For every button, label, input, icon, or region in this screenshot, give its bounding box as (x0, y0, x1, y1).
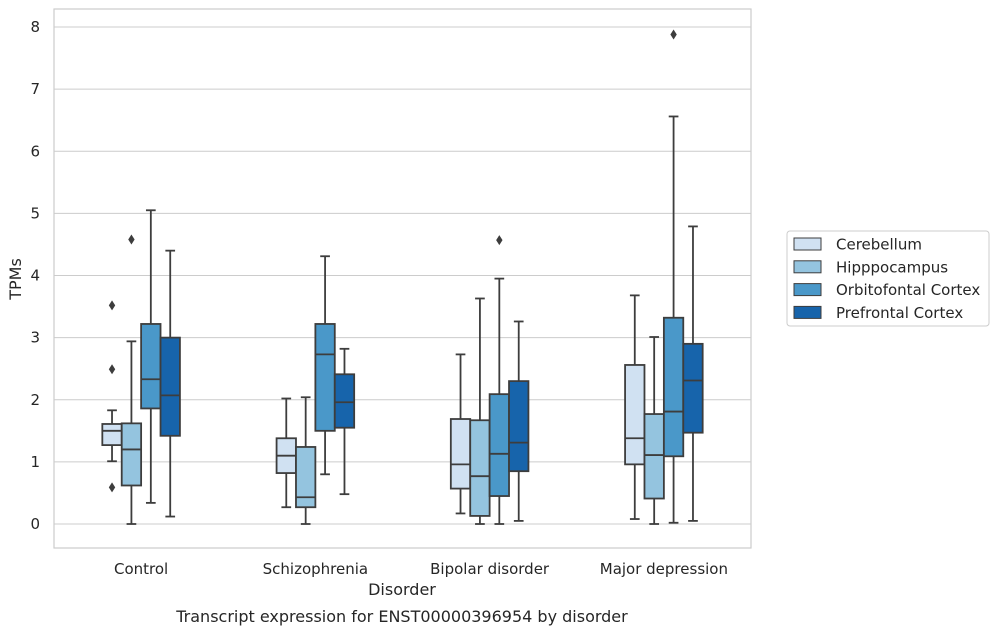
legend-label: Cerebellum (836, 236, 922, 254)
box-group (488, 235, 510, 525)
box-group (120, 234, 143, 525)
box (314, 323, 336, 432)
x-tick-label: Control (114, 560, 168, 578)
legend-swatch (793, 283, 822, 297)
box-group (682, 225, 704, 522)
box-group (449, 353, 472, 515)
y-tick-label: 2 (30, 391, 40, 409)
outlier-point (670, 29, 677, 40)
x-tick-labels: Control Schizophrenia Bipolar disorder Majo… (114, 560, 728, 578)
legend-frame (786, 230, 990, 327)
box-group (275, 397, 297, 509)
box (624, 364, 646, 466)
y-tick-label: 4 (30, 267, 40, 285)
box (682, 342, 704, 434)
box-group (314, 255, 336, 476)
legend-label: Orbitofontal Cortex (836, 281, 980, 299)
box (120, 422, 143, 487)
box (643, 413, 665, 500)
x-tick-label: Bipolar disorder (430, 560, 550, 578)
y-tick-label: 7 (30, 80, 40, 98)
box (449, 418, 472, 490)
box (140, 323, 162, 410)
outlier-point (108, 482, 116, 493)
box-group (159, 249, 181, 518)
box-group (624, 294, 646, 520)
box (295, 446, 317, 509)
outlier-point (108, 364, 116, 375)
box (159, 336, 181, 437)
box-group (140, 209, 162, 504)
box-group (662, 29, 685, 524)
legend: Cerebellum Hipppocampus Orbitofontal Corte… (786, 230, 990, 327)
y-tick-label: 3 (30, 329, 40, 347)
box-group (643, 336, 665, 525)
box (662, 316, 685, 458)
legend-label: Hipppocampus (836, 258, 948, 276)
box (508, 380, 530, 473)
plot-frame (53, 8, 752, 549)
y-axis-label: TPMs (6, 258, 25, 301)
y-tick-label: 5 (30, 204, 40, 222)
outlier-point (108, 300, 116, 311)
y-tick-label: 1 (30, 453, 40, 471)
box-group (333, 347, 356, 496)
x-tick-label: Major depression (600, 560, 728, 578)
y-tick-labels: 0 1 2 3 4 5 6 7 8 (30, 18, 40, 533)
legend-swatch (793, 305, 822, 319)
x-tick-label: Schizophrenia (263, 560, 368, 578)
y-tick-label: 8 (30, 18, 40, 36)
legend-label: Prefrontal Cortex (836, 304, 963, 322)
box (101, 423, 123, 447)
legend-items: Cerebellum Hipppocampus Orbitofontal Corte… (793, 236, 980, 322)
box (469, 419, 491, 517)
box-group (508, 320, 530, 522)
x-axis-label: Disorder (368, 580, 436, 599)
legend-swatch (793, 237, 822, 251)
chart-caption: Transcript expression for ENST0000039695… (175, 607, 628, 626)
box-group (469, 297, 491, 525)
outlier-point (128, 234, 135, 245)
box (333, 373, 356, 429)
y-tick-label: 6 (30, 142, 40, 160)
outlier-point (496, 235, 503, 246)
box (488, 393, 510, 497)
box-layer (101, 29, 704, 525)
box-group (295, 396, 317, 525)
y-tick-label: 0 (30, 515, 40, 533)
box-group (101, 300, 123, 493)
legend-swatch (793, 260, 822, 274)
